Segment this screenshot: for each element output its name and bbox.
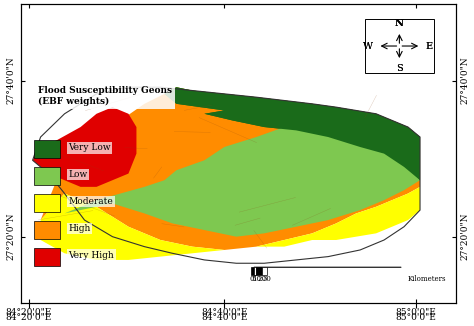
Polygon shape	[33, 107, 137, 187]
Bar	[256, 267, 262, 275]
Text: N: N	[395, 19, 404, 28]
Text: S: S	[396, 64, 403, 73]
FancyBboxPatch shape	[34, 140, 60, 158]
FancyBboxPatch shape	[34, 167, 60, 185]
Text: N: N	[395, 19, 404, 28]
Text: E: E	[426, 41, 433, 51]
FancyBboxPatch shape	[34, 221, 60, 239]
Bar	[254, 267, 256, 275]
Text: W: W	[363, 41, 373, 51]
Text: 5: 5	[252, 275, 256, 283]
Polygon shape	[41, 87, 420, 250]
Polygon shape	[25, 0, 424, 320]
Text: Very Low: Very Low	[69, 143, 111, 152]
Text: 20: 20	[257, 275, 266, 283]
Text: 0: 0	[249, 275, 254, 283]
FancyBboxPatch shape	[34, 248, 60, 266]
Text: Kilometers: Kilometers	[408, 275, 447, 283]
Polygon shape	[41, 187, 420, 260]
Text: 30: 30	[262, 275, 271, 283]
Text: W: W	[363, 41, 373, 51]
Polygon shape	[64, 127, 420, 237]
Text: 10: 10	[252, 275, 261, 283]
Polygon shape	[164, 87, 420, 180]
Text: Flood Susceptibility Geons
(EBF weights): Flood Susceptibility Geons (EBF weights)	[38, 86, 172, 106]
Text: High: High	[69, 224, 91, 233]
Text: S: S	[396, 64, 403, 73]
Polygon shape	[164, 87, 420, 180]
Text: Low: Low	[69, 170, 88, 179]
Text: E: E	[426, 41, 433, 51]
FancyBboxPatch shape	[365, 19, 434, 73]
Text: Very High: Very High	[69, 251, 114, 260]
Text: Moderate: Moderate	[69, 197, 113, 206]
Bar	[251, 267, 254, 275]
Bar	[262, 267, 266, 275]
FancyBboxPatch shape	[34, 194, 60, 212]
